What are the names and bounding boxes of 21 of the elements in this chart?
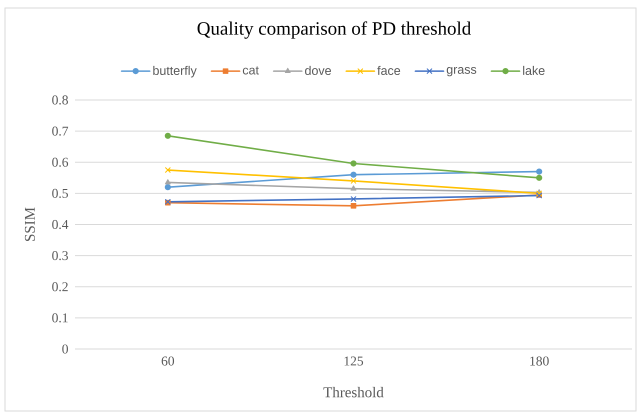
legend-label: face [377, 66, 400, 76]
y-tick-label: 0.8 [52, 95, 68, 105]
legend-label: butterfly [153, 66, 197, 78]
y-tick-label: 0 [62, 344, 68, 354]
y-tick-label: 0.7 [52, 126, 68, 136]
y-axis-title: SSIM [24, 208, 35, 241]
y-tick-label: 0.3 [52, 251, 68, 260]
y-tick-label: 0.2 [52, 282, 68, 292]
x-tick-label: 60 [162, 356, 174, 366]
y-tick-label: 0.5 [52, 188, 68, 198]
legend-label: cat [242, 66, 259, 75]
x-tick-label: 180 [530, 356, 549, 366]
legend-label: lake [523, 66, 545, 76]
legend-label: grass [446, 67, 476, 76]
y-tick-label: 0.4 [52, 220, 68, 230]
x-axis-title: Threshold [323, 386, 384, 398]
y-tick-label: 0.1 [52, 313, 68, 322]
x-tick-label: 125 [344, 356, 364, 366]
chart-title: Quality comparison of PD threshold [198, 21, 471, 39]
legend-label: dove [305, 66, 331, 76]
y-tick-label: 0.6 [52, 158, 68, 167]
